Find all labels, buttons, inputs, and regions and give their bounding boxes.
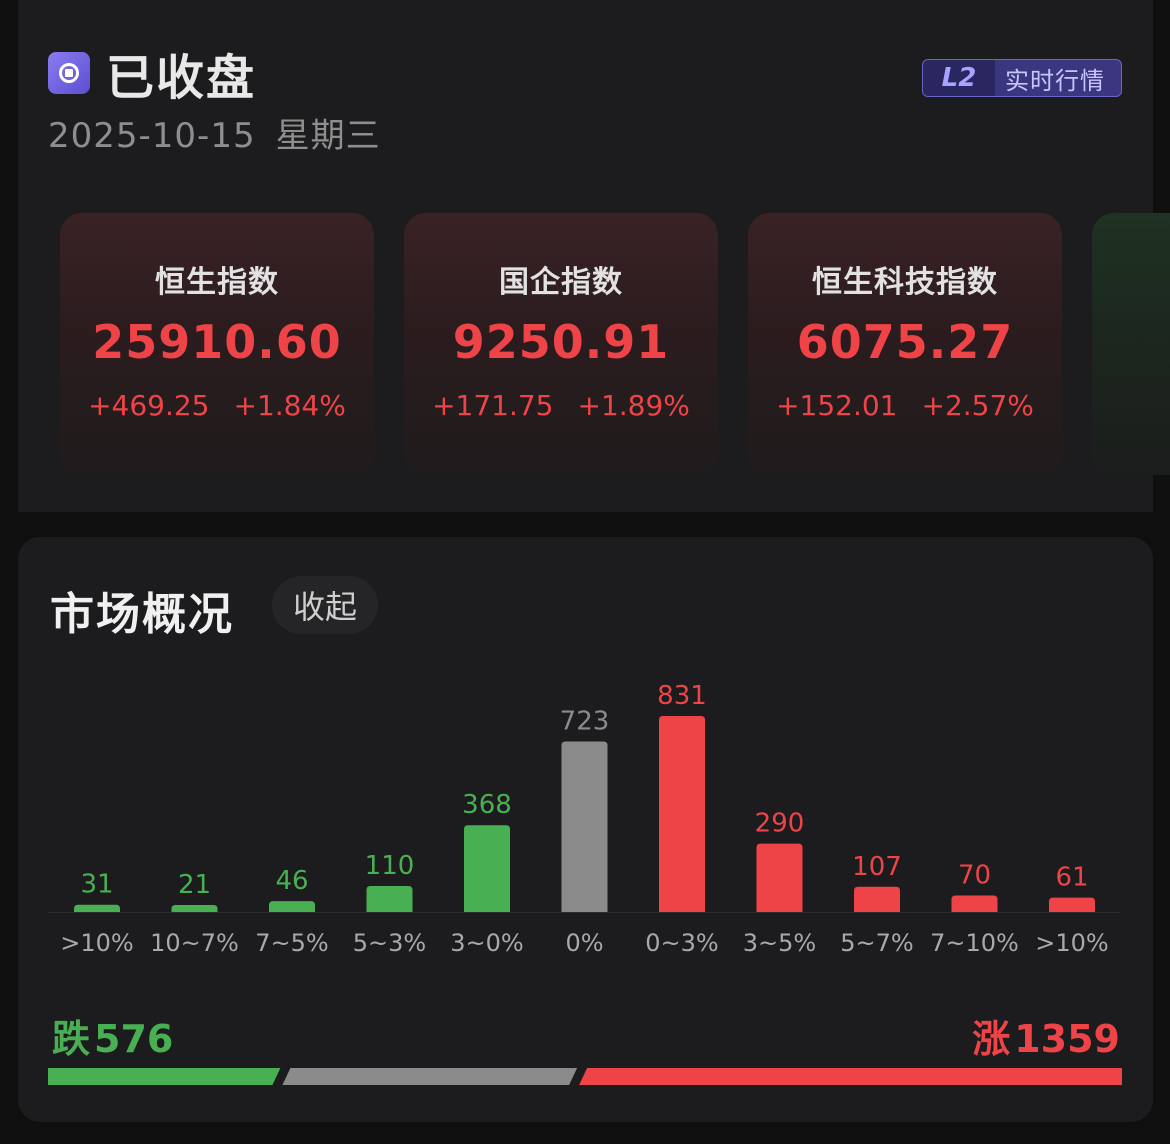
- index-change: +152.01 +2.57%: [748, 389, 1062, 422]
- category-label: >10%: [60, 929, 133, 957]
- category-label: 5~7%: [840, 929, 913, 957]
- bar-value-label: 110: [365, 851, 415, 881]
- bar-value-label: 290: [755, 809, 805, 839]
- index-card-hsi[interactable]: 恒生指数 25910.60 +469.25 +1.84%: [60, 213, 374, 475]
- category-label: 10~7%: [150, 929, 239, 957]
- breadth-bar-down: [48, 1068, 281, 1085]
- change-percent: +2.57%: [921, 389, 1034, 422]
- bar-down: [366, 886, 413, 912]
- breadth-bar-flat: [282, 1068, 578, 1085]
- bar-down: [464, 825, 510, 912]
- weekday-value: 星期三: [275, 116, 381, 156]
- category-label: 3~5%: [743, 929, 816, 957]
- index-name: 国企指数: [499, 265, 623, 300]
- market-status: 已收盘: [48, 38, 256, 108]
- bar-value-label: 368: [462, 790, 512, 820]
- bar-value-label: 831: [657, 681, 707, 711]
- change-points: +171.75: [432, 389, 554, 422]
- change-percent: +1.84%: [233, 389, 346, 422]
- bar-down: [269, 901, 315, 912]
- bar-up: [854, 886, 900, 912]
- realtime-quote-label: 实时行情: [1005, 66, 1105, 95]
- bar-up: [1049, 897, 1095, 912]
- category-label: 0%: [565, 929, 603, 957]
- change-points: +469.25: [88, 389, 210, 422]
- breadth-bar-up: [579, 1068, 1122, 1085]
- fall-count: 跌 576: [48, 1008, 173, 1063]
- index-change: +469.25 +1.84%: [60, 389, 374, 422]
- fall-value: 576: [94, 1017, 174, 1061]
- category-label: 7~5%: [255, 929, 328, 957]
- change-percent: +1.89%: [577, 389, 690, 422]
- category-label: 0~3%: [645, 929, 718, 957]
- rise-value: 1359: [1014, 1017, 1120, 1061]
- index-name: 恒生科技指数: [812, 265, 998, 300]
- rise-label: 涨: [972, 1017, 1011, 1061]
- date-value: 2025-10-15: [48, 116, 256, 156]
- bar-down: [74, 904, 120, 912]
- index-card-partial[interactable]: [1092, 213, 1170, 475]
- index-value: 6075.27: [796, 315, 1014, 369]
- bar-up: [659, 716, 705, 912]
- category-label: 3~0%: [450, 929, 523, 957]
- bar-value-label: 107: [852, 852, 902, 882]
- market-status-label: 已收盘: [106, 50, 257, 106]
- bar-flat: [561, 741, 608, 912]
- category-label: >10%: [1035, 929, 1108, 957]
- category-label: 7~10%: [930, 929, 1019, 957]
- fall-label: 跌: [52, 1017, 91, 1061]
- bar-value-label: 46: [275, 866, 308, 896]
- l2-realtime-badge[interactable]: L2 实时行情: [922, 59, 1122, 97]
- bar-value-label: 21: [178, 870, 211, 900]
- index-card-hstech[interactable]: 恒生科技指数 6075.27 +152.01 +2.57%: [748, 213, 1062, 475]
- bar-value-label: 31: [80, 870, 113, 900]
- bar-value-label: 723: [560, 706, 610, 736]
- rise-count: 涨 1359: [968, 1008, 1120, 1063]
- market-overview-title: 市场概况: [50, 589, 234, 640]
- market-closed-icon: [48, 52, 90, 94]
- index-value: 9250.91: [452, 315, 670, 369]
- index-name: 恒生指数: [155, 265, 279, 300]
- change-points: +152.01: [776, 389, 898, 422]
- collapse-button[interactable]: 收起: [272, 576, 378, 634]
- category-label: 5~3%: [353, 929, 426, 957]
- bar-up: [756, 843, 803, 912]
- bar-down: [171, 905, 218, 912]
- trade-date: 2025-10-15 星期三: [48, 108, 401, 157]
- bar-value-label: 61: [1055, 863, 1088, 893]
- index-card-hscei[interactable]: 国企指数 9250.91 +171.75 +1.89%: [404, 213, 718, 475]
- bar-up: [951, 895, 998, 912]
- index-change: +171.75 +1.89%: [404, 389, 718, 422]
- bar-value-label: 70: [958, 860, 991, 890]
- index-value: 25910.60: [92, 315, 342, 369]
- l2-tag: L2: [923, 60, 995, 96]
